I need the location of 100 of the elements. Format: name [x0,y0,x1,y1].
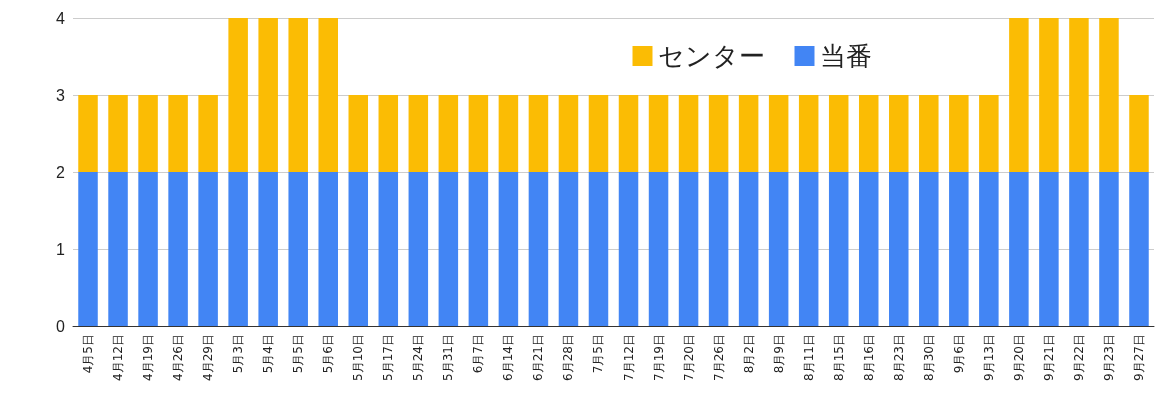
bar [889,95,909,172]
bar [768,95,789,172]
bar [228,18,248,172]
legend-label: センター [657,41,765,71]
x-tick-label: 5月4日 [261,334,276,374]
x-tick-label: 8月16日 [861,334,876,381]
bar [168,172,188,326]
bar [198,172,218,326]
bar [288,18,308,172]
bar [78,172,98,326]
bar [108,95,128,172]
x-tick-label: 8月30日 [921,334,936,381]
x-tick-label: 4月29日 [201,334,216,381]
x-tick-label: 4月26日 [171,334,186,381]
bar [1129,172,1149,326]
bar [678,95,699,172]
bar [1009,18,1029,172]
bar [858,95,879,172]
bar [828,172,849,326]
bar [738,172,759,326]
x-tick-label: 4月12日 [111,334,126,381]
bar [438,172,459,326]
bar [919,95,939,172]
bar [708,95,729,172]
bar [979,172,999,326]
bar [558,172,579,326]
bar [618,172,639,326]
bar [408,95,429,172]
bar [768,172,789,326]
x-tick-label: 9月20日 [1011,334,1026,381]
x-tick-label: 6月28日 [561,334,576,381]
y-tick-label: 4 [56,9,66,27]
x-tick-label: 7月19日 [651,334,666,381]
bar [1129,95,1149,172]
bar [378,172,399,326]
x-tick-label: 9月21日 [1041,334,1056,381]
bar [1069,172,1089,326]
x-tick-label: 7月26日 [711,334,726,381]
x-tick-label: 8月2日 [741,334,756,374]
bar [138,95,158,172]
x-tick-label: 8月9日 [771,334,786,374]
x-tick-label: 5月31日 [441,334,456,381]
bar [1009,172,1029,326]
bar [138,172,158,326]
y-tick-label: 0 [56,317,66,335]
bar [648,95,669,172]
x-tick-label: 5月17日 [381,334,396,381]
bar [318,18,338,172]
x-tick-label: 9月23日 [1101,334,1116,381]
bar [438,95,459,172]
bar [78,95,98,172]
y-tick-label: 1 [56,240,66,258]
bar [468,95,489,172]
x-tick-label: 9月22日 [1071,334,1086,381]
bar [1039,18,1059,172]
bar [318,172,338,326]
bar [258,18,278,172]
x-tick-label: 5月5日 [291,334,306,374]
x-tick-label: 7月5日 [591,334,606,374]
bar [889,172,909,326]
bar [919,172,939,326]
x-tick-label: 8月15日 [831,334,846,381]
x-tick-label: 9月27日 [1131,334,1146,381]
x-tick-label: 9月13日 [981,334,996,381]
x-tick-label: 7月20日 [681,334,696,381]
bar [528,95,549,172]
bar [348,172,369,326]
bar [198,95,218,172]
bar [498,95,519,172]
bar [258,172,278,326]
bar [618,95,639,172]
x-tick-label: 6月21日 [531,334,546,381]
x-tick-label: 7月12日 [621,334,636,381]
bar [1039,172,1059,326]
bar [828,95,849,172]
bar [678,172,699,326]
bar [408,172,429,326]
x-tick-label: 6月14日 [501,334,516,381]
bar [648,172,669,326]
bar [1099,172,1119,326]
bar [708,172,729,326]
bar [378,95,399,172]
x-tick-label: 5月24日 [411,334,426,381]
x-tick-label: 5月10日 [351,334,366,381]
bar [108,172,128,326]
bar [949,95,969,172]
bar [1099,18,1119,172]
bar [858,172,879,326]
x-tick-label: 5月6日 [321,334,336,374]
bar [798,172,819,326]
bar [588,172,609,326]
y-tick-label: 2 [56,163,66,181]
bar [498,172,519,326]
bar [949,172,969,326]
x-tick-label: 4月5日 [81,334,96,374]
bar [468,172,489,326]
bar [798,95,819,172]
bar [588,95,609,172]
bar [348,95,369,172]
bar [738,95,759,172]
